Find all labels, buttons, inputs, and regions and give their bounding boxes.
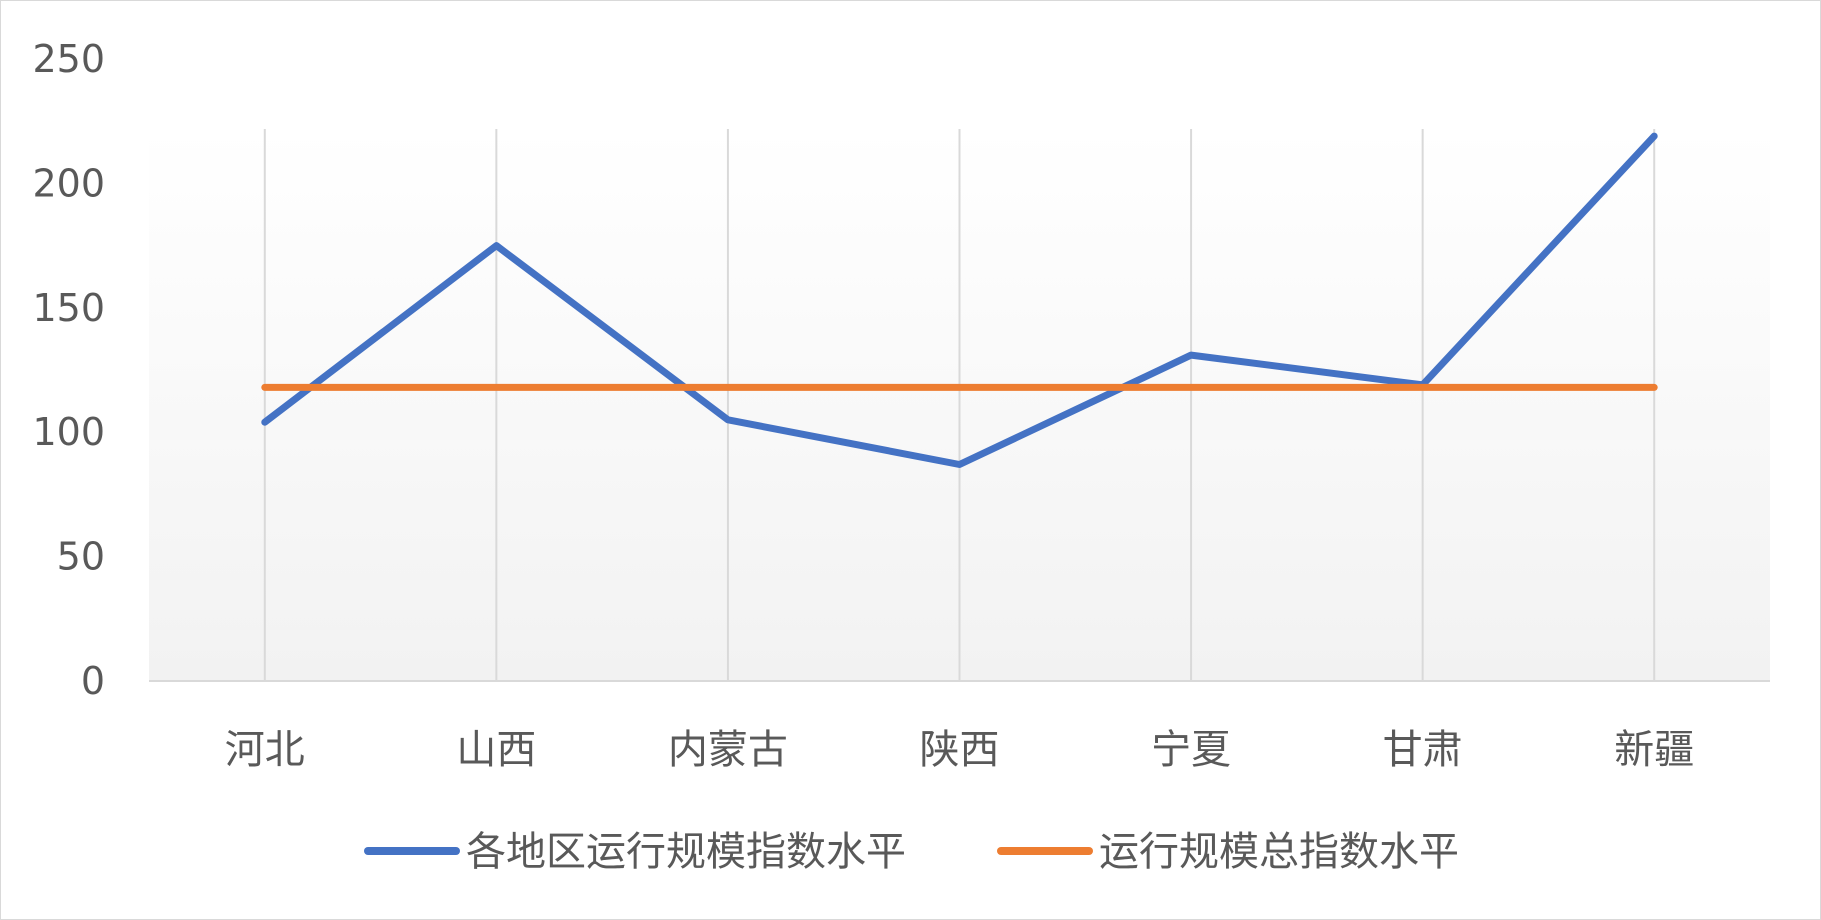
y-tick-label: 150	[32, 286, 105, 330]
x-tick-label: 甘肃	[1383, 727, 1463, 773]
y-tick-label: 250	[32, 37, 105, 81]
y-tick-label: 200	[32, 161, 105, 205]
grid-lines	[263, 129, 1656, 681]
x-tick-label: 陕西	[920, 727, 1000, 773]
y-tick-label: 100	[32, 410, 105, 454]
legend-label: 各地区运行规模指数水平	[466, 829, 906, 875]
x-tick-label: 山西	[456, 727, 536, 773]
x-tick-label: 新疆	[1614, 727, 1694, 773]
x-tick-label: 河北	[225, 727, 305, 773]
legend: 各地区运行规模指数水平 运行规模总指数水平	[364, 829, 1459, 875]
x-tick-label: 宁夏	[1151, 727, 1231, 773]
x-tick-label: 内蒙古	[668, 727, 788, 773]
legend-label: 运行规模总指数水平	[1099, 829, 1459, 875]
axis-labels: 0 50 100 150 200 250 河北 山西 内蒙古 陕西 宁夏 甘肃 新疆	[32, 37, 1694, 773]
series-lines	[261, 132, 1658, 468]
y-tick-label: 0	[81, 659, 105, 703]
y-tick-label: 50	[57, 535, 105, 579]
